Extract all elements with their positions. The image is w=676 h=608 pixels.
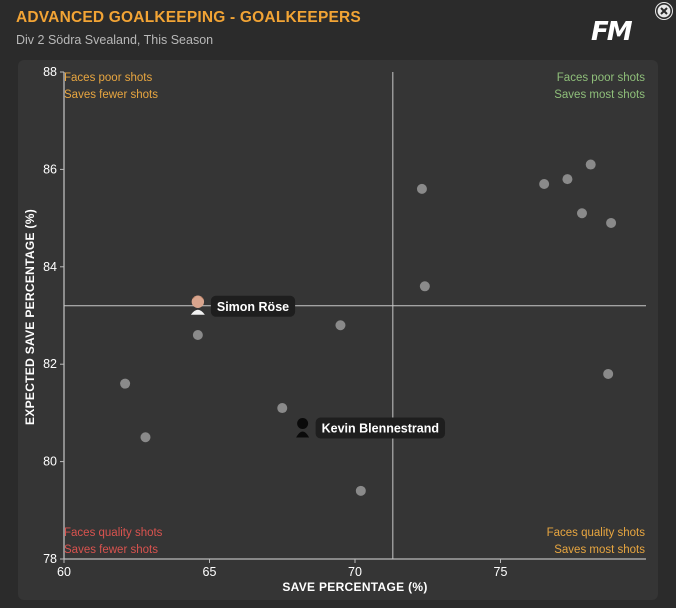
data-point[interactable]: [277, 403, 288, 414]
quadrant-bottom-right-line1: Faces quality shots: [546, 527, 645, 539]
data-point[interactable]: [562, 174, 573, 185]
data-point[interactable]: [419, 281, 430, 292]
y-tick-label: 78: [43, 552, 57, 566]
quadrant-top-left: Faces poor shots Saves fewer shots: [64, 70, 158, 104]
data-point[interactable]: [585, 159, 596, 170]
page-title: ADVANCED GOALKEEPING - GOALKEEPERS: [16, 9, 361, 26]
data-point[interactable]: [576, 208, 587, 219]
data-point[interactable]: [355, 485, 366, 496]
x-axis-label: SAVE PERCENTAGE (%): [282, 580, 428, 594]
fm-logo: FM: [591, 17, 633, 47]
silhouette-head: [297, 418, 309, 430]
x-tick-label: 70: [348, 565, 362, 579]
y-tick-label: 84: [43, 260, 57, 274]
close-icon: [656, 3, 672, 19]
data-point[interactable]: [120, 378, 131, 389]
player-photo-icon: [190, 295, 205, 315]
data-point[interactable]: [140, 432, 151, 443]
data-point[interactable]: [416, 183, 427, 194]
player-name-label: Simon Röse: [217, 300, 289, 314]
player-name-label: Kevin Blennestrand: [322, 422, 439, 436]
highlighted-player[interactable]: Simon Röse: [190, 295, 296, 317]
quadrant-top-right-line1: Faces poor shots: [556, 72, 645, 84]
data-point[interactable]: [606, 217, 617, 228]
y-tick-label: 88: [43, 65, 57, 79]
player-name-box: [210, 295, 296, 317]
quadrant-bottom-right-line2: Saves most shots: [554, 544, 645, 556]
data-point[interactable]: [192, 329, 203, 340]
y-tick-label: 80: [43, 455, 57, 469]
quadrant-top-left-line1: Faces poor shots: [64, 72, 153, 84]
quadrant-bottom-right: Faces quality shots Saves most shots: [547, 525, 645, 559]
y-tick-label: 86: [43, 162, 57, 176]
y-axis-label: EXPECTED SAVE PERCENTAGE (%): [23, 209, 37, 425]
quadrant-top-left-line2: Saves fewer shots: [64, 89, 158, 101]
quadrant-top-right: Faces poor shots Saves most shots: [554, 70, 645, 104]
x-tick-label: 65: [203, 565, 217, 579]
data-point[interactable]: [335, 320, 346, 331]
silhouette-body: [296, 431, 310, 438]
close-button[interactable]: [655, 2, 673, 20]
highlighted-player[interactable]: Kevin Blennestrand: [296, 417, 446, 439]
x-tick-label: 60: [57, 565, 71, 579]
quadrant-top-right-line2: Saves most shots: [554, 89, 645, 101]
player-name-box: [315, 417, 446, 439]
y-tick-label: 82: [43, 357, 57, 371]
quadrant-bottom-left-line1: Faces quality shots: [64, 527, 163, 539]
quadrant-bottom-left: Faces quality shots Saves fewer shots: [64, 525, 162, 559]
player-head: [191, 295, 205, 308]
page-subtitle: Div 2 Södra Svealand, This Season: [16, 33, 214, 47]
chart-panel: [18, 60, 658, 600]
data-point[interactable]: [539, 179, 550, 190]
quadrant-bottom-left-line2: Saves fewer shots: [64, 544, 158, 556]
player-silhouette-icon: [296, 418, 310, 438]
x-tick-label: 75: [494, 565, 508, 579]
data-point[interactable]: [603, 368, 614, 379]
player-shirt: [190, 309, 205, 315]
player-hair: [191, 296, 204, 300]
